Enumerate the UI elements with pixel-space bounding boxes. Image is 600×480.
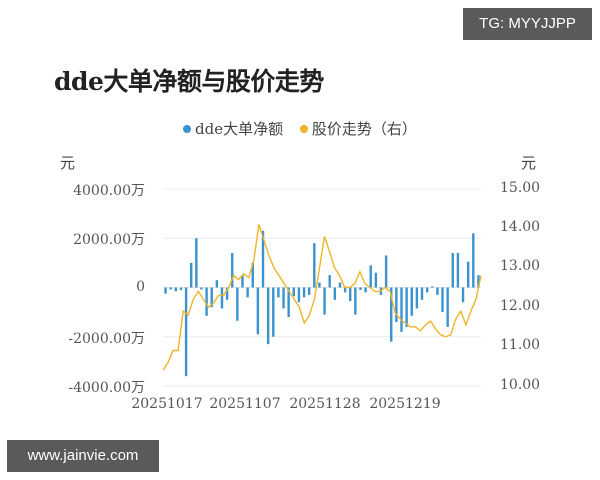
watermark-bottom: www.jainvie.com — [7, 440, 159, 472]
right-tick: 12.00 — [500, 298, 541, 314]
legend-label: 股价走势（右） — [311, 120, 417, 138]
left-tick: -2000.00万 — [68, 331, 145, 347]
legend-item-price[interactable]: 股价走势（右） — [299, 118, 417, 139]
legend-dot-icon — [299, 124, 308, 133]
legend-label: dde大单净额 — [195, 120, 284, 138]
left-axis-unit: 元 — [60, 154, 76, 172]
chart-title: dde大单净额与股价走势 — [54, 67, 324, 96]
right-tick: 11.00 — [500, 337, 541, 353]
right-axis-unit: 元 — [521, 154, 537, 172]
left-tick: 0 — [136, 279, 145, 295]
price-line — [162, 224, 482, 371]
left-tick: 4000.00万 — [73, 183, 145, 199]
left-tick: -4000.00万 — [68, 380, 145, 396]
left-tick: 2000.00万 — [73, 232, 145, 248]
legend-dot-icon — [183, 124, 192, 133]
right-tick: 13.00 — [500, 258, 541, 274]
x-tick: 20251219 — [369, 396, 441, 412]
right-tick: 10.00 — [500, 377, 541, 393]
right-tick: 15.00 — [500, 180, 541, 196]
x-tick: 20251107 — [209, 396, 281, 412]
x-tick: 20251128 — [289, 396, 361, 412]
dde-bars — [164, 230, 480, 377]
x-tick: 20251017 — [131, 396, 203, 412]
right-tick: 14.00 — [500, 219, 541, 235]
legend: dde大单净额 股价走势（右） — [0, 118, 600, 139]
legend-item-dde[interactable]: dde大单净额 — [183, 118, 283, 139]
watermark-top: TG: MYYJJPP — [463, 8, 592, 40]
